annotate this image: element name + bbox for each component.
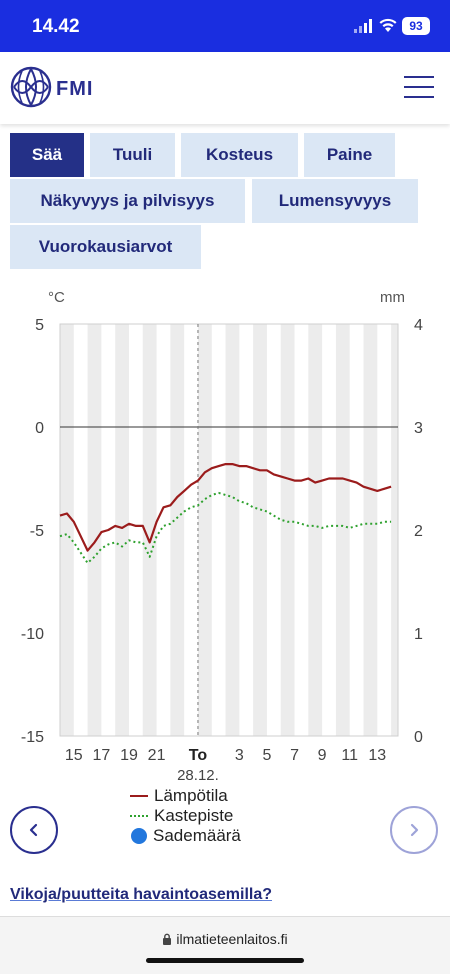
tab-lumensyvyys[interactable]: Lumensyvyys bbox=[252, 179, 418, 223]
lock-icon bbox=[163, 933, 172, 945]
x-tick-label: 5 bbox=[262, 747, 271, 764]
legend-swatch-temperature bbox=[130, 795, 148, 797]
site-header: FMI bbox=[0, 52, 450, 124]
y-right-tick-label: 2 bbox=[414, 523, 423, 540]
tab-tuuli[interactable]: Tuuli bbox=[90, 133, 175, 177]
legend-swatch-precipitation bbox=[131, 828, 147, 844]
chart-grid-band bbox=[391, 324, 398, 736]
url-text: ilmatieteenlaitos.fi bbox=[176, 931, 288, 947]
legend-label-dewpoint: Kastepiste bbox=[154, 806, 234, 825]
x-tick-label: 13 bbox=[368, 747, 386, 764]
y-left-unit: °C bbox=[48, 289, 65, 306]
wifi-icon bbox=[379, 18, 397, 32]
y-right-tick-label: 0 bbox=[414, 729, 423, 746]
tab-paine[interactable]: Paine bbox=[304, 133, 395, 177]
x-tick-label: 17 bbox=[92, 747, 110, 764]
y-left-tick-label: -5 bbox=[30, 523, 44, 540]
chart-grid-band bbox=[87, 324, 102, 736]
legend-label-temperature: Lämpötila bbox=[154, 786, 228, 805]
home-indicator bbox=[146, 958, 304, 963]
chart-grid-band bbox=[197, 324, 212, 736]
battery-icon: 93 bbox=[402, 17, 430, 35]
x-tick-label: 19 bbox=[120, 747, 138, 764]
x-tick-label: 15 bbox=[65, 747, 83, 764]
chart-grid-band bbox=[308, 324, 323, 736]
y-right-unit: mm bbox=[380, 289, 405, 306]
chart-grid-band bbox=[363, 324, 378, 736]
chart-grid-band bbox=[170, 324, 185, 736]
x-tick-label: 7 bbox=[290, 747, 299, 764]
y-left-tick-label: -10 bbox=[21, 626, 44, 643]
y-left-tick-label: -15 bbox=[21, 729, 44, 746]
weather-chart: °C mm 5 0 -5 -10 -15 4 3 2 1 0 15 17 19 21 To 3 5 7 9 11 13 28.… bbox=[0, 280, 450, 785]
chevron-left-icon bbox=[29, 823, 38, 837]
next-button[interactable] bbox=[390, 806, 438, 854]
status-bar: 14.42 93 bbox=[0, 0, 450, 52]
status-time: 14.42 bbox=[32, 16, 80, 37]
tab-saa[interactable]: Sää bbox=[10, 133, 84, 177]
previous-button[interactable] bbox=[10, 806, 58, 854]
legend-item-temperature[interactable]: Lämpötila bbox=[130, 786, 241, 806]
y-left-tick-label: 0 bbox=[35, 420, 44, 437]
legend-item-precipitation[interactable]: Sademäärä bbox=[130, 826, 241, 846]
report-missing-stations-link[interactable]: Vikoja/puutteita havaintoasemilla? bbox=[10, 886, 272, 903]
chart-grid-band bbox=[280, 324, 295, 736]
y-right-tick-label: 4 bbox=[414, 317, 423, 334]
chart-grid-band bbox=[253, 324, 267, 736]
y-right-tick-label: 1 bbox=[414, 626, 423, 643]
x-tick-label: 11 bbox=[341, 747, 358, 764]
cellular-signal-icon bbox=[354, 19, 372, 33]
fmi-logo-icon[interactable] bbox=[10, 66, 52, 108]
y-right-tick-label: 3 bbox=[414, 420, 423, 437]
menu-hamburger-icon[interactable] bbox=[404, 76, 434, 100]
battery-level: 93 bbox=[409, 19, 423, 33]
y-left-tick-label: 5 bbox=[35, 317, 44, 334]
legend-label-precipitation: Sademäärä bbox=[153, 826, 241, 845]
tab-nakyvyys-ja-pilvisyys[interactable]: Näkyvyys ja pilvisyys bbox=[10, 179, 245, 223]
x-date-label: 28.12. bbox=[177, 767, 219, 784]
x-tick-label: To bbox=[189, 747, 208, 764]
x-tick-label: 3 bbox=[235, 747, 244, 764]
chart-grid-band bbox=[335, 324, 350, 736]
tab-kosteus[interactable]: Kosteus bbox=[181, 133, 298, 177]
legend-swatch-dewpoint bbox=[130, 815, 148, 817]
chart-legend: Lämpötila Kastepiste Sademäärä bbox=[130, 786, 241, 846]
legend-item-dewpoint[interactable]: Kastepiste bbox=[130, 806, 241, 826]
logo-text: FMI bbox=[56, 78, 94, 100]
chart-grid-band bbox=[115, 324, 129, 736]
browser-url-bar[interactable]: ilmatieteenlaitos.fi bbox=[0, 916, 450, 974]
temperature-line bbox=[59, 463, 392, 552]
chart-grid-band bbox=[60, 324, 74, 736]
chart-grid-band bbox=[225, 324, 240, 736]
chart-plot-frame bbox=[59, 323, 399, 737]
x-tick-label: 21 bbox=[148, 747, 166, 764]
chevron-right-icon bbox=[410, 823, 419, 837]
url-display[interactable]: ilmatieteenlaitos.fi bbox=[0, 931, 450, 947]
x-tick-label: 9 bbox=[318, 747, 327, 764]
tab-vuorokausiarvot[interactable]: Vuorokausiarvot bbox=[10, 225, 201, 269]
